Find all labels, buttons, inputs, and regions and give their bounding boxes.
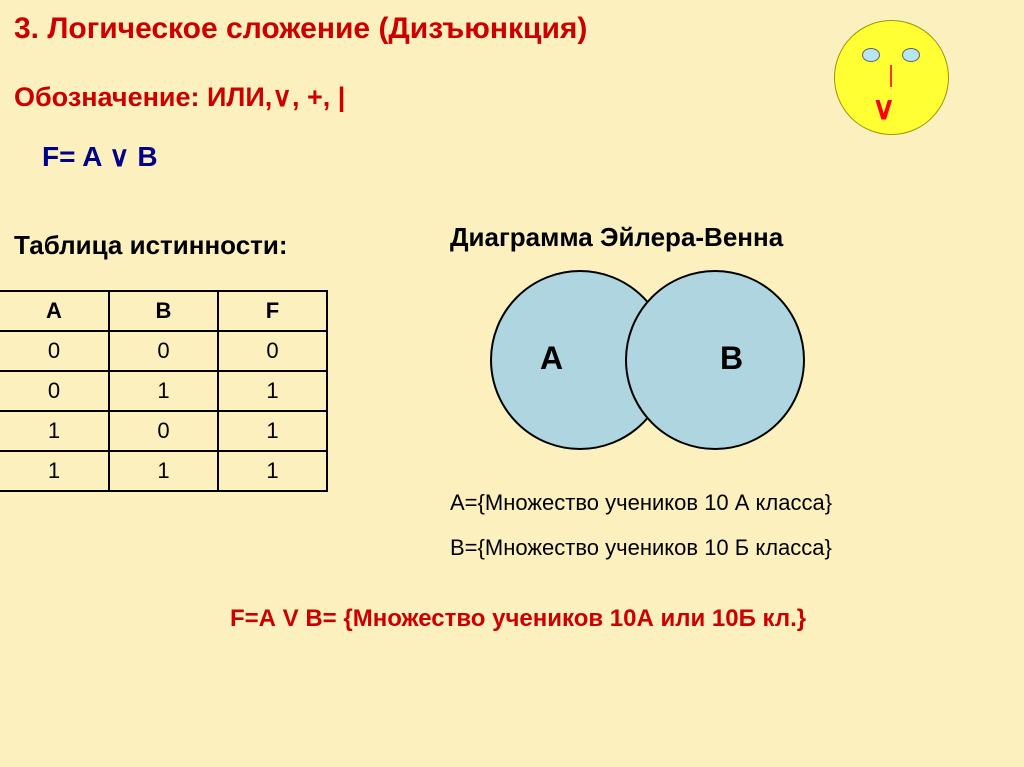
cell: 0 — [0, 331, 109, 371]
smiley-mouth: ∨ — [872, 92, 895, 124]
header-a: A — [0, 291, 109, 331]
cell: 1 — [0, 451, 109, 491]
venn-circle-b — [625, 270, 805, 450]
header-b: B — [109, 291, 218, 331]
notation-text: Обозначение: ИЛИ,∨, +, | — [14, 82, 345, 113]
cell: 0 — [218, 331, 327, 371]
smiley-nose — [890, 65, 892, 87]
venn-diagram: A B — [490, 270, 820, 470]
formula-text: F= A ∨ B — [42, 140, 158, 173]
truth-table: A B F 0 0 0 0 1 1 1 0 1 1 1 1 — [0, 290, 328, 492]
cell: 1 — [0, 411, 109, 451]
venn-diagram-label: Диаграмма Эйлера-Венна — [450, 222, 783, 253]
set-b-description: B={Множество учеников 10 Б класса} — [450, 535, 832, 561]
venn-label-a: A — [540, 340, 563, 377]
cell: 0 — [109, 411, 218, 451]
result-formula: F=А V В= {Множество учеников 10А или 10Б… — [230, 605, 806, 633]
truth-table-label: Таблица истинности: — [14, 230, 288, 261]
cell: 1 — [109, 371, 218, 411]
table-header-row: A B F — [0, 291, 327, 331]
venn-label-b: B — [720, 340, 743, 377]
cell: 1 — [218, 451, 327, 491]
table-row: 1 1 1 — [0, 451, 327, 491]
header-f: F — [218, 291, 327, 331]
cell: 0 — [109, 331, 218, 371]
table-row: 1 0 1 — [0, 411, 327, 451]
cell: 1 — [218, 371, 327, 411]
page-title: 3. Логическое сложение (Дизъюнкция) — [14, 12, 587, 46]
set-a-description: А={Множество учеников 10 А класса} — [450, 490, 832, 516]
cell: 0 — [0, 371, 109, 411]
cell: 1 — [109, 451, 218, 491]
smiley-eye-left — [862, 48, 880, 62]
smiley-eye-right — [902, 48, 920, 62]
cell: 1 — [218, 411, 327, 451]
smiley-icon: ∨ — [834, 20, 949, 135]
table-row: 0 1 1 — [0, 371, 327, 411]
table-row: 0 0 0 — [0, 331, 327, 371]
